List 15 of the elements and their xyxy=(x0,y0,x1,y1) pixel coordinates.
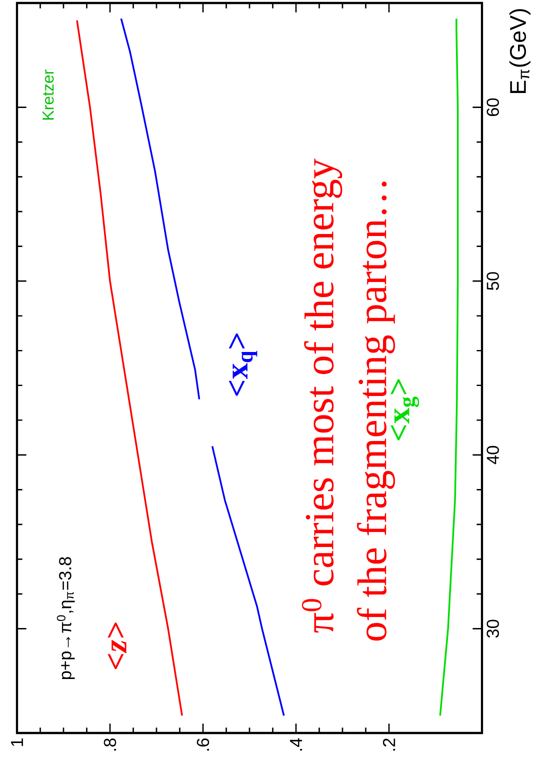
x-tick-label: .6 xyxy=(196,738,210,751)
text: <z> xyxy=(108,622,126,669)
annotation: π$^{0}$ carries most of the energy xyxy=(302,158,342,633)
y-tick-label: 30 xyxy=(486,620,499,638)
x-tick-label: .8 xyxy=(104,738,116,751)
text: <x$_{q}$> xyxy=(228,333,258,396)
x-tick-label: .4 xyxy=(290,738,302,751)
y-tick-label: 40 xyxy=(486,446,499,464)
annotation: Kretzer xyxy=(42,70,54,120)
annotation: p+p→π$^{0}$,η$_{π}$=3.8 xyxy=(56,557,75,680)
x-tick-label: .2 xyxy=(382,738,396,751)
y-tick-label: 50 xyxy=(486,272,499,290)
y-axis-title: E$_{π}$(GeV) xyxy=(509,9,530,94)
y-tick-label: 60 xyxy=(486,98,499,116)
x-tick-label: 1 xyxy=(11,738,23,746)
